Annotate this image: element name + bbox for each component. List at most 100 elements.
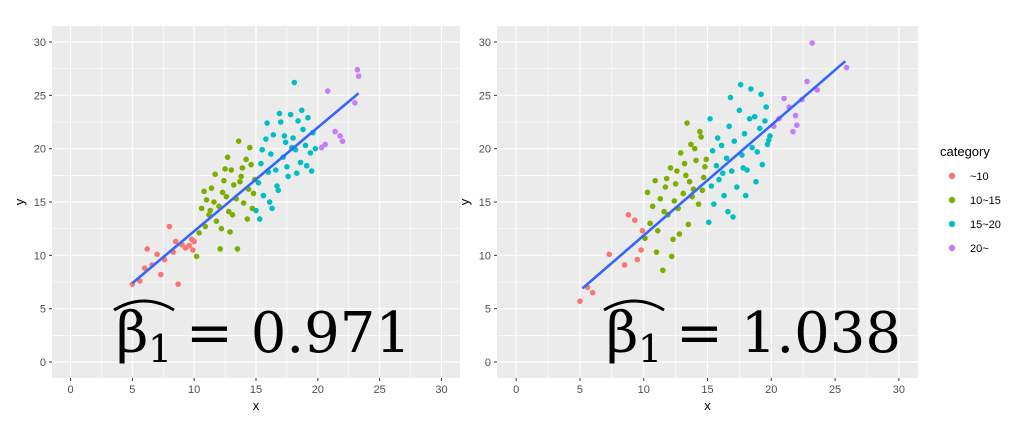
legend-swatch (948, 244, 956, 252)
data-point (691, 145, 698, 152)
beta-subscript: 1 (148, 327, 172, 371)
data-point (355, 73, 362, 79)
right-plot-panel: 0 5 10 15 20 25 30 0 5 10 15 20 25 30 x y β 1 = 1.03… (457, 26, 918, 413)
data-point (227, 229, 233, 235)
data-point (728, 168, 735, 174)
data-point (721, 192, 727, 199)
data-point (767, 133, 773, 139)
series-20~ (318, 66, 362, 151)
data-point (354, 66, 361, 73)
data-point (263, 136, 269, 142)
x-axis-ticks: 0 5 10 15 20 25 30 (513, 378, 905, 396)
legend-label: 20~ (970, 243, 989, 255)
data-point (258, 160, 264, 167)
data-point (792, 112, 799, 119)
data-point (670, 236, 676, 243)
data-point (226, 208, 232, 215)
data-point (742, 192, 749, 199)
data-point (757, 125, 763, 132)
data-point (698, 134, 704, 140)
data-point (741, 130, 748, 137)
data-point (244, 216, 251, 222)
data-point (661, 208, 667, 215)
data-point (634, 256, 641, 263)
x-tick-label: 0 (513, 384, 519, 396)
data-point (259, 146, 265, 153)
data-point (693, 157, 699, 164)
data-point (652, 177, 658, 184)
data-point (324, 88, 331, 94)
series-~10 (129, 223, 197, 287)
y-tick-label: 30 (34, 37, 46, 49)
y-axis-ticks: 0 5 10 15 20 25 30 (479, 37, 497, 369)
data-point (230, 182, 237, 188)
data-point (190, 247, 196, 253)
data-point (625, 212, 632, 218)
data-point (260, 192, 267, 199)
data-point (141, 265, 148, 271)
data-point (809, 40, 815, 46)
data-point (290, 135, 296, 141)
data-point (250, 190, 257, 197)
legend-swatch (948, 172, 956, 180)
data-point (274, 183, 280, 189)
hat-accent (113, 299, 175, 312)
data-point (202, 223, 209, 230)
scatter-points (129, 66, 362, 287)
data-point (276, 110, 283, 117)
data-point (727, 94, 734, 101)
data-point (746, 116, 753, 122)
data-point (201, 188, 207, 195)
legend-swatch (948, 196, 956, 204)
data-point (685, 221, 692, 228)
data-point (172, 238, 179, 245)
legend-label: 15~20 (970, 219, 1001, 231)
data-point (303, 162, 310, 169)
x-tick-label: 30 (893, 384, 905, 396)
data-point (758, 91, 764, 98)
data-point (300, 126, 306, 133)
x-tick-label: 5 (129, 384, 135, 396)
left-plot-panel: 0 5 10 15 20 25 30 0 5 10 15 20 25 30 x y β 1 = 0.97… (12, 26, 460, 413)
legend-title: category (940, 144, 990, 159)
data-point (221, 177, 227, 184)
data-point (709, 148, 716, 154)
y-tick-label: 15 (479, 197, 491, 209)
data-point (697, 128, 703, 135)
data-point (705, 219, 712, 226)
data-point (657, 196, 664, 202)
data-point (843, 64, 850, 71)
data-point (726, 123, 732, 130)
series-15~20 (253, 79, 319, 222)
data-point (191, 238, 197, 245)
data-point (318, 144, 325, 151)
beta-value: = 0.971 (186, 301, 411, 366)
y-tick-label: 20 (34, 144, 46, 156)
y-tick-label: 5 (40, 304, 46, 316)
x-tick-label: 5 (577, 384, 583, 396)
data-point (751, 113, 758, 120)
data-point (144, 246, 150, 252)
legend-items: ~10 10~15 15~20 20~ (948, 171, 1001, 255)
data-point (352, 100, 358, 106)
data-point (686, 178, 693, 185)
data-point (762, 118, 768, 124)
data-point (725, 208, 731, 215)
y-tick-label: 0 (485, 357, 491, 369)
data-point (208, 185, 215, 191)
data-point (248, 161, 254, 168)
data-point (653, 249, 660, 255)
data-point (740, 165, 747, 171)
data-point (684, 120, 690, 126)
data-point (714, 135, 721, 141)
data-point (748, 86, 754, 92)
beta-hat-symbol: β (606, 301, 638, 366)
x-tick-label: 15 (250, 384, 262, 396)
series-15~20 (705, 81, 773, 226)
data-point (312, 145, 319, 152)
data-point (222, 166, 228, 172)
data-point (291, 79, 298, 86)
data-point (253, 207, 259, 214)
y-tick-label: 25 (34, 90, 46, 102)
